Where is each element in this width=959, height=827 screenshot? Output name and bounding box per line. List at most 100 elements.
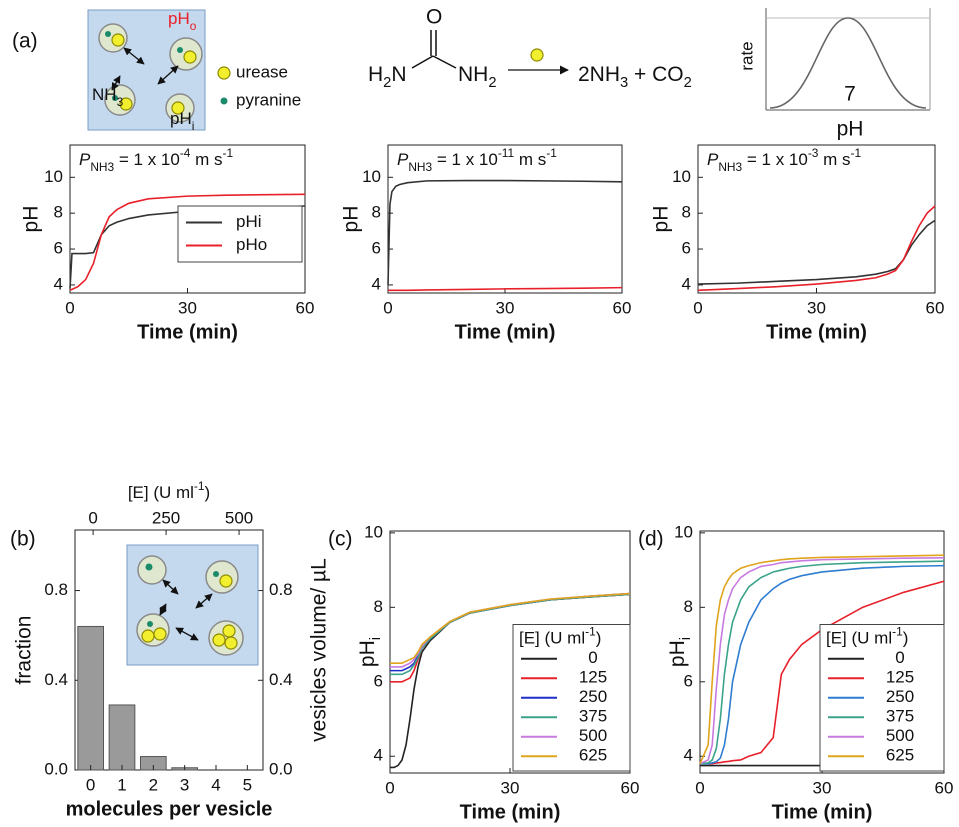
chart-title: PNH3 = 1 x 10-11 m s-1 <box>397 146 557 174</box>
text-part: ) <box>205 483 211 502</box>
x-tick-label: 30 <box>178 298 197 317</box>
series-line <box>69 193 306 292</box>
panel-label: (a) <box>12 30 38 53</box>
y-axis-label: pHi <box>666 637 694 667</box>
x-tick-label: 2 <box>149 775 158 794</box>
x2-tick-label: 500 <box>225 508 253 527</box>
y-tick-label: 8 <box>374 597 383 616</box>
text-part: 2 <box>488 75 496 91</box>
y2-tick-label: 0.4 <box>269 670 293 689</box>
vesicle-inset <box>126 544 259 666</box>
text-part: -11 <box>498 146 515 160</box>
text-part: = 1 x 10 <box>114 150 180 169</box>
x-tick-label: 60 <box>935 778 954 797</box>
y-tick-label: 10 <box>362 167 381 186</box>
text-part: i <box>368 637 384 640</box>
y-tick-label: 0.4 <box>44 670 68 689</box>
x-axis-label: molecules per vesicle <box>66 798 273 820</box>
text-part: NH3 <box>718 160 742 174</box>
y-tick-label: 4 <box>682 274 691 293</box>
text-part: -1 <box>585 624 596 638</box>
x-tick-label: 0 <box>383 298 392 317</box>
urea-oxygen: O <box>426 6 442 29</box>
x-tick-label: 30 <box>813 778 832 797</box>
text-part: NH3 <box>408 160 432 174</box>
x-tick-label: 0 <box>695 778 704 797</box>
text-part: = 1 x 10 <box>432 150 498 169</box>
text-part: ) <box>596 629 602 648</box>
y2-axis-label: vesicles volume/ µL <box>308 558 331 742</box>
text-part: pH <box>356 640 379 667</box>
panel-label: (c) <box>328 528 353 551</box>
text-part: P <box>707 150 719 169</box>
series-line <box>697 205 936 292</box>
x-tick-label: 60 <box>296 298 315 317</box>
legend-title: [E] (U ml-1) <box>826 624 908 647</box>
text-part: N <box>391 63 406 86</box>
x-axis-label: Time (min) <box>455 321 556 343</box>
text-part: -1 <box>851 146 862 160</box>
text-part: NH3 <box>90 160 114 174</box>
y-tick-label: 8 <box>54 203 63 222</box>
y-tick-label: 6 <box>54 239 63 258</box>
ph-inside-label: pHi <box>170 109 194 133</box>
x-tick-label: 1 <box>117 775 126 794</box>
legend-label: 250 <box>579 687 607 706</box>
y-axis-label: pH <box>340 206 363 233</box>
legend-label: 250 <box>886 687 914 706</box>
x-tick-label: 60 <box>613 298 632 317</box>
legend-label: 625 <box>579 746 607 765</box>
legend-urease: urease <box>236 62 288 81</box>
x-tick-label: 5 <box>243 775 252 794</box>
text-part: m s <box>514 150 546 169</box>
text-part: pH <box>168 9 190 28</box>
legend-title: [E] (U ml-1) <box>519 624 601 647</box>
y-tick-label: 8 <box>682 203 691 222</box>
text-part: [E] (U ml <box>826 629 892 648</box>
legend-label: 125 <box>886 668 914 687</box>
legend-label: pHo <box>236 235 267 254</box>
text-part: -1 <box>194 479 205 493</box>
text-part: -1 <box>892 624 903 638</box>
panel-label: (b) <box>10 528 36 551</box>
series-line <box>699 560 945 765</box>
x-tick-label: 60 <box>621 778 640 797</box>
legend-label: 500 <box>579 726 607 745</box>
text-part: [E] (U ml <box>519 629 585 648</box>
legend-label: pHi <box>236 212 262 231</box>
y-tick-label: 8 <box>372 203 381 222</box>
y-tick-label: 10 <box>364 522 383 541</box>
series-line <box>697 219 936 285</box>
chart-title: PNH3 = 1 x 10-4 m s-1 <box>79 146 233 174</box>
series-line <box>390 592 631 664</box>
ammonia-label: NH3 <box>92 85 124 109</box>
text-part: [E] (U ml <box>128 483 194 502</box>
series-line <box>700 564 945 765</box>
series-line <box>387 179 623 285</box>
y-tick-label: 6 <box>684 671 693 690</box>
urea-right: NH2 <box>458 63 497 91</box>
y-tick-label: 6 <box>372 239 381 258</box>
y-tick-label: 0.8 <box>44 580 68 599</box>
x2-axis-label: [E] (U ml-1) <box>128 479 210 502</box>
y2-tick-label: 0.8 <box>269 580 293 599</box>
x-tick-label: 30 <box>496 298 515 317</box>
urea-left: H2N <box>368 63 407 91</box>
products: 2NH3 + CO2 <box>578 63 692 91</box>
legend-label: 375 <box>886 707 914 726</box>
y-tick-label: 10 <box>674 522 693 541</box>
rate-inset: rate 7 pH <box>737 8 931 141</box>
y-axis-label: pH <box>20 206 43 233</box>
rate-peak-label: 7 <box>844 83 856 106</box>
x-tick-label: 0 <box>86 775 95 794</box>
rate-x-label: pH <box>837 118 864 141</box>
text-part: -1 <box>546 146 557 160</box>
y-tick-label: 10 <box>672 167 691 186</box>
x-tick-label: 30 <box>807 298 826 317</box>
y-axis-label: fraction <box>13 616 36 685</box>
plot-frame <box>74 529 264 771</box>
y2-tick-label: 0.0 <box>269 759 293 778</box>
y-tick-label: 10 <box>44 167 63 186</box>
panel-label: (d) <box>638 528 664 551</box>
